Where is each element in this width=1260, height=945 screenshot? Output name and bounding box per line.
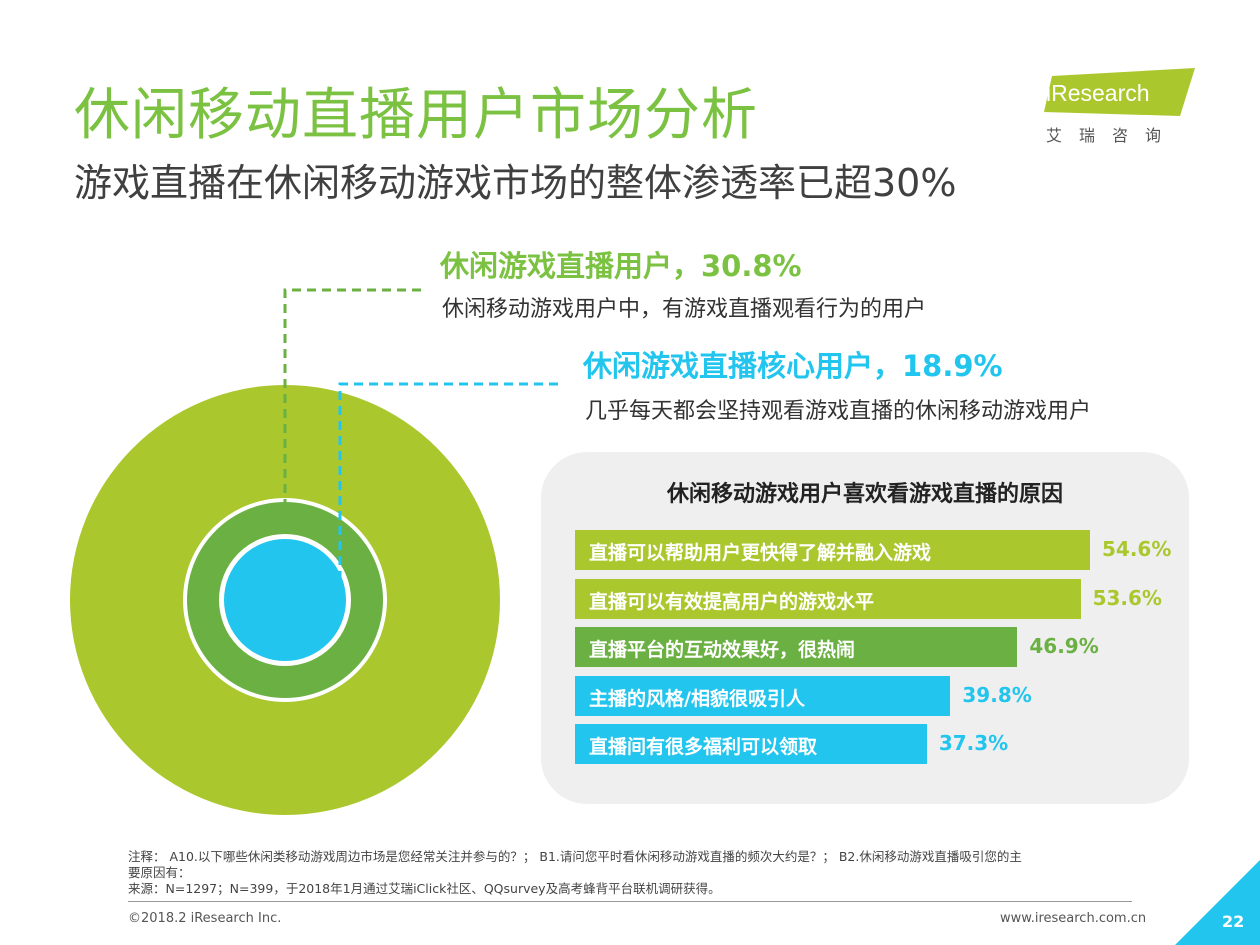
reason-bar-value: 46.9%	[1029, 634, 1099, 658]
note-line-1: 注释： A10.以下哪些休闲类移动游戏周边市场是您经常关注并参与的？； B1.请…	[128, 849, 1022, 864]
reason-bar: 直播间有很多福利可以领取	[575, 724, 927, 764]
reason-bar: 主播的风格/相貌很吸引人	[575, 675, 951, 716]
reason-bar-label: 直播可以帮助用户更快得了解并融入游戏	[589, 542, 932, 564]
footer-divider	[128, 901, 1132, 902]
logo-text: iResearch	[1046, 80, 1150, 106]
reason-bar-label: 主播的风格/相貌很吸引人	[589, 687, 805, 710]
page-subtitle: 游戏直播在休闲移动游戏市场的整体渗透率已超30%	[74, 161, 957, 205]
website-url: www.iresearch.com.cn	[1000, 911, 1147, 926]
copyright: ©2018.2 iResearch Inc.	[128, 911, 282, 926]
callout-core-head: 休闲游戏直播核心用户，18.9%	[583, 349, 1003, 383]
callout-core-desc: 几乎每天都会坚持观看游戏直播的休闲移动游戏用户	[585, 399, 1092, 424]
reason-bar-value: 53.6%	[1092, 585, 1162, 610]
inner-circle-core-users	[224, 539, 346, 661]
leader-line-core-users	[338, 382, 560, 580]
iresearch-logo	[1040, 66, 1200, 146]
callout-users-desc: 休闲移动游戏用户中，有游戏直播观看行为的用户	[442, 297, 927, 322]
note-line-2: 要原因有：	[128, 865, 191, 880]
source-line: 来源：N=1297；N=399，于2018年1月通过艾瑞iClick社区、QQs…	[128, 881, 721, 896]
logo-parallelogram	[1044, 68, 1195, 116]
reason-bar-value: 54.6%	[1102, 537, 1172, 561]
concentric-circle-chart	[70, 288, 560, 815]
page-number: 22	[1222, 912, 1245, 931]
reason-bar-label: 直播平台的互动效果好，很热闹	[589, 639, 856, 661]
callout-users-head: 休闲游戏直播用户，30.8%	[440, 249, 802, 283]
reason-bar-label: 直播可以有效提高用户的游戏水平	[589, 590, 875, 613]
leader-line-users	[283, 288, 425, 508]
reason-bar: 直播可以有效提高用户的游戏水平	[575, 578, 1081, 619]
reason-bar-value: 37.3%	[938, 731, 1009, 755]
logo-cn-text: 艾瑞咨询	[1046, 126, 1179, 145]
reason-bar-label: 直播间有很多福利可以领取	[589, 736, 818, 758]
reason-bar: 直播可以帮助用户更快得了解并融入游戏	[575, 530, 1090, 570]
reasons-chart-title: 休闲移动游戏用户喜欢看游戏直播的原因	[666, 482, 1063, 507]
reason-bar-value: 39.8%	[962, 682, 1032, 707]
page-title: 休闲移动直播用户市场分析	[74, 83, 758, 148]
reason-bar: 直播平台的互动效果好，很热闹	[575, 627, 1018, 667]
